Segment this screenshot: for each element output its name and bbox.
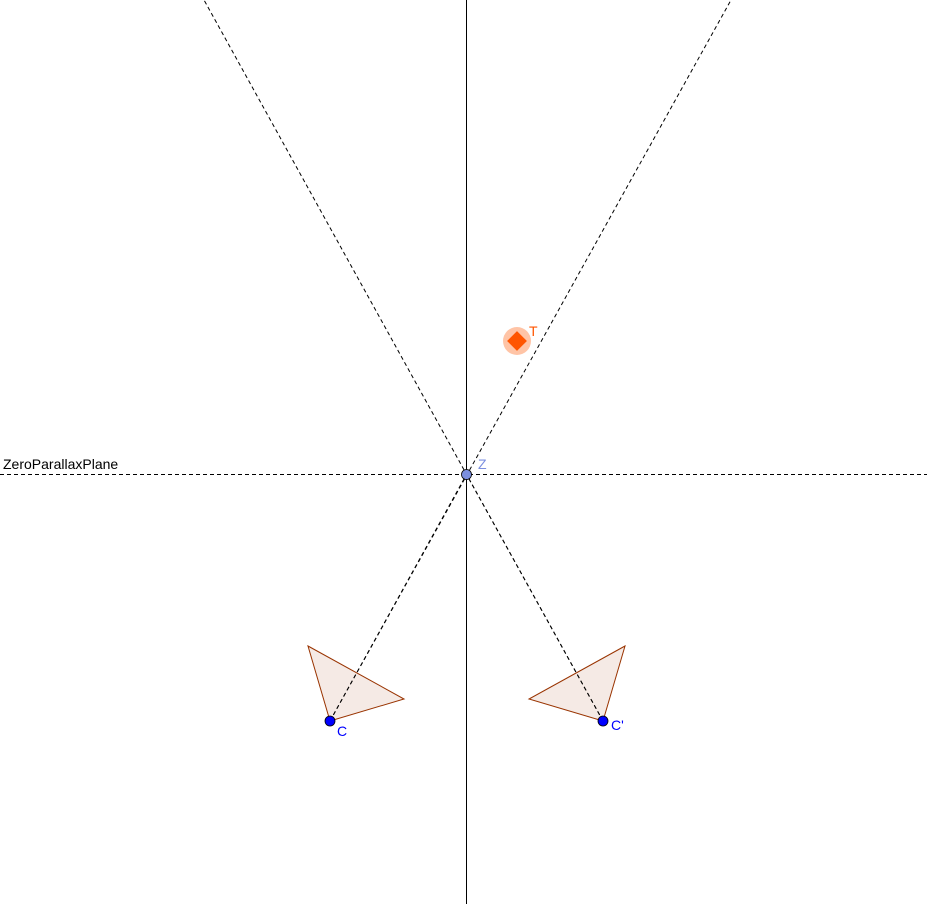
- point-c-label: C: [337, 723, 347, 739]
- ray-c-prime-segment: [466, 474, 604, 722]
- point-c-prime-label: C': [611, 717, 624, 733]
- point-t[interactable]: [507, 331, 527, 351]
- camera-right-triangle[interactable]: [527, 644, 626, 722]
- point-c[interactable]: [324, 715, 336, 727]
- ray-c-through-z[interactable]: [329, 0, 732, 722]
- camera-left-triangle[interactable]: [307, 644, 406, 722]
- point-c-prime[interactable]: [597, 715, 609, 727]
- plane-label: ZeroParallaxPlane: [3, 456, 118, 472]
- point-t-label: T: [529, 323, 538, 339]
- diamond-target-icon[interactable]: [503, 327, 531, 355]
- ray-c-prime-through-z[interactable]: [203, 0, 604, 722]
- point-z-label: Z: [478, 456, 487, 472]
- point-z[interactable]: [461, 469, 472, 480]
- ray-c-segment: [329, 474, 467, 722]
